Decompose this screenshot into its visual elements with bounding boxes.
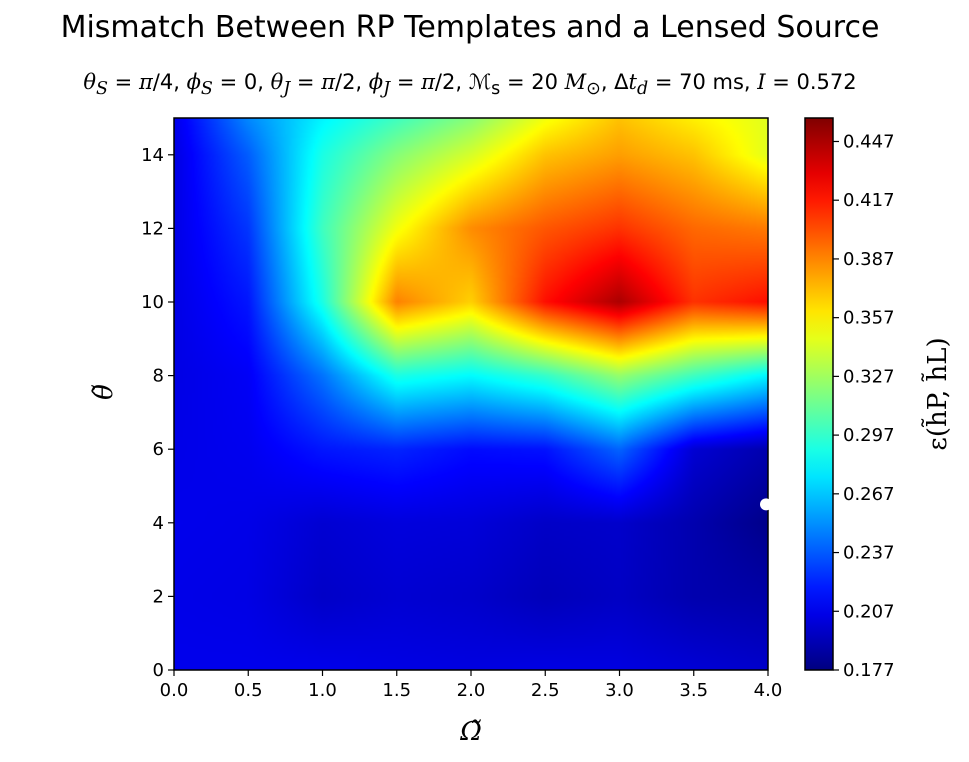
x-axis-label: Ω̃ <box>459 717 482 747</box>
y-axis-ticks: 0 2 4 6 8 10 12 14 <box>141 145 174 681</box>
colorbar-tick-label: 0.237 <box>843 543 895 564</box>
colorbar-tick-label: 0.297 <box>843 425 895 446</box>
colorbar-tick-label: 0.357 <box>843 308 895 329</box>
chart-title: Mismatch Between RP Templates and a Lens… <box>60 10 880 45</box>
colorbar <box>804 117 834 671</box>
x-tick-label: 0.5 <box>234 680 263 701</box>
chart-subtitle: θS = π/4, ϕS = 0, θJ = π/2, ϕJ = π/2, ℳs… <box>83 70 857 100</box>
colorbar-tick-label: 0.267 <box>843 484 895 505</box>
x-tick-label: 3.0 <box>605 680 634 701</box>
colorbar-tick-label: 0.327 <box>843 366 895 387</box>
colorbar-tick-label: 0.177 <box>843 660 895 681</box>
x-tick-label: 4.0 <box>754 680 783 701</box>
x-tick-label: 2.5 <box>531 680 560 701</box>
white-marker <box>760 498 772 511</box>
y-tick-label: 8 <box>153 366 164 387</box>
x-tick-label: 2.0 <box>457 680 486 701</box>
y-tick-label: 6 <box>153 439 164 460</box>
y-tick-label: 0 <box>153 660 164 681</box>
colorbar-ticks: 0.177 0.207 0.237 0.267 0.297 0.327 0.357 0.387… <box>833 131 895 681</box>
x-tick-label: 1.5 <box>382 680 411 701</box>
y-tick-label: 14 <box>141 145 164 166</box>
colorbar-label: ε(h̃P, h̃L) <box>921 337 953 450</box>
x-tick-label: 1.0 <box>308 680 337 701</box>
y-axis-label: θ̃ <box>89 384 119 400</box>
colorbar-tick-label: 0.387 <box>843 249 895 270</box>
x-axis-ticks: 0.0 0.5 1.0 1.5 2.0 2.5 3.0 3.5 4.0 <box>160 670 783 701</box>
heatmap-image <box>174 118 768 670</box>
x-tick-label: 3.5 <box>679 680 708 701</box>
x-tick-label: 0.0 <box>160 680 189 701</box>
colorbar-tick-label: 0.417 <box>843 190 895 211</box>
y-tick-label: 10 <box>141 292 164 313</box>
colorbar-tick-label: 0.447 <box>843 131 895 152</box>
colorbar-tick-label: 0.207 <box>843 601 895 622</box>
y-tick-label: 4 <box>153 513 164 534</box>
y-tick-label: 2 <box>153 586 164 607</box>
y-tick-label: 12 <box>141 218 164 239</box>
